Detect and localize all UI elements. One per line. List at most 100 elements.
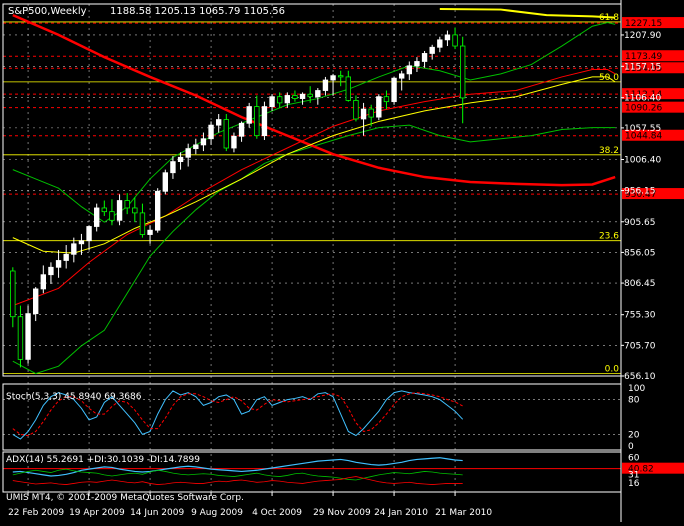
candle-body <box>444 34 451 41</box>
candle-body <box>459 45 466 99</box>
stoch-title: Stoch(5,3,3) 45.8940 69.3686 <box>6 392 142 402</box>
x-tick-label: 29 Nov 2009 <box>313 508 371 518</box>
candle-body <box>10 270 16 318</box>
y-tick-label: 656.10 <box>624 372 656 382</box>
candle-body <box>170 161 176 174</box>
candle-body <box>437 39 443 48</box>
y-tick-label: 1006.40 <box>624 155 661 165</box>
candle-body <box>33 288 39 315</box>
y-tick-label: 856.05 <box>624 248 656 258</box>
candle-body <box>246 106 252 124</box>
adx-level-tag <box>622 462 684 474</box>
candle-body <box>383 96 390 103</box>
adx-title: ADX(14) 55.2691 +DI:30.1039 -DI:14.7899 <box>6 455 200 465</box>
candle-body <box>261 106 268 137</box>
fib-level-label: 38.2 <box>599 146 619 156</box>
candle-body <box>17 316 24 360</box>
x-tick-label: 21 Mar 2010 <box>435 508 492 518</box>
price-tag <box>622 62 684 74</box>
candle-body <box>124 200 130 209</box>
price-tag-label: 1044.84 <box>625 132 662 142</box>
adx-tick-label: 40.82 <box>628 465 654 475</box>
y-tick-label: 905.65 <box>624 218 656 228</box>
price-tag-label: 1154.05 <box>625 64 662 74</box>
price-tag-label: 1090.26 <box>625 104 662 114</box>
candle-body <box>406 65 412 75</box>
candle-body <box>86 226 92 242</box>
x-tick-label: 9 Aug 2009 <box>191 508 243 518</box>
price-tag <box>622 88 684 100</box>
candle-body <box>116 200 123 221</box>
candle-body <box>25 313 31 360</box>
candle-body <box>154 190 161 231</box>
y-tick-label: 1057.55 <box>624 124 661 134</box>
candle-body <box>63 253 69 261</box>
candle-body <box>337 75 344 78</box>
candle-body <box>292 95 298 99</box>
copyright-text: UMIS MT4, © 2001-2009 MetaQuotes Softwar… <box>6 493 244 503</box>
candle-body <box>231 135 237 149</box>
long-ma-line <box>12 13 616 187</box>
candle-body <box>177 156 184 163</box>
price-tag <box>622 101 684 113</box>
candle-body <box>322 79 329 91</box>
candle-body <box>55 260 62 268</box>
y-tick-label: 1157.15 <box>624 62 661 72</box>
price-tag-label: 1173.49 <box>625 52 662 62</box>
x-tick-label: 4 Oct 2009 <box>252 508 302 518</box>
x-tick-label: 14 Jun 2009 <box>130 508 184 518</box>
price-tag <box>622 17 684 29</box>
price-tag-label: 1227.15 <box>625 19 662 29</box>
candle-body <box>284 95 290 104</box>
mid-ma-line <box>12 76 616 254</box>
adx-tick-label: 31 <box>628 470 639 480</box>
adx-line <box>12 457 463 477</box>
candle-body <box>376 96 382 118</box>
candle-body <box>330 75 336 81</box>
candle-body <box>223 119 229 149</box>
short-ma-line <box>12 69 616 307</box>
stoch-main-line <box>12 390 464 440</box>
stoch-tick-label: 80 <box>628 396 640 406</box>
ma-200-line <box>439 7 616 19</box>
candle-body <box>269 96 275 107</box>
candle-body <box>162 172 168 192</box>
adx-tick-label: 60 <box>628 454 640 464</box>
candle-body <box>345 76 351 101</box>
candle-body <box>276 96 283 104</box>
candle-body <box>307 93 313 98</box>
price-tag <box>622 129 684 141</box>
candle-body <box>208 124 214 140</box>
candle-body <box>48 266 54 276</box>
y-tick-label: 956.15 <box>624 187 656 197</box>
y-tick-label: 755.30 <box>624 311 656 321</box>
candle-body <box>254 106 260 137</box>
minus-di-line <box>12 476 463 485</box>
stoch-tick-label: 20 <box>628 430 640 440</box>
plus-di-line <box>12 468 463 481</box>
x-tick-label: 22 Feb 2009 <box>8 508 64 518</box>
y-tick-label: 1106.40 <box>624 94 661 104</box>
candle-body <box>215 119 222 126</box>
candle-body <box>109 211 115 221</box>
stoch-tick-label: 100 <box>628 384 645 394</box>
candle-body <box>94 207 100 227</box>
y-tick-label: 1207.90 <box>624 31 661 41</box>
candle-body <box>139 212 146 235</box>
candle-body <box>452 34 458 47</box>
candle-body <box>353 100 359 120</box>
candle-body <box>429 46 435 54</box>
price-tag <box>622 188 684 200</box>
chart-header-symbol: S&P500,Weekly <box>8 6 87 17</box>
candle-body <box>391 77 397 103</box>
adx-tick-label: 16 <box>628 479 640 489</box>
bollinger-lower-line <box>12 124 616 375</box>
candle-body <box>360 108 367 120</box>
candle-body <box>101 207 108 213</box>
x-tick-label: 19 Apr 2009 <box>69 508 125 518</box>
candle-body <box>299 93 306 99</box>
candle-body <box>147 229 153 235</box>
fib-level-label: 0.0 <box>605 365 620 375</box>
candle-body <box>78 240 85 245</box>
